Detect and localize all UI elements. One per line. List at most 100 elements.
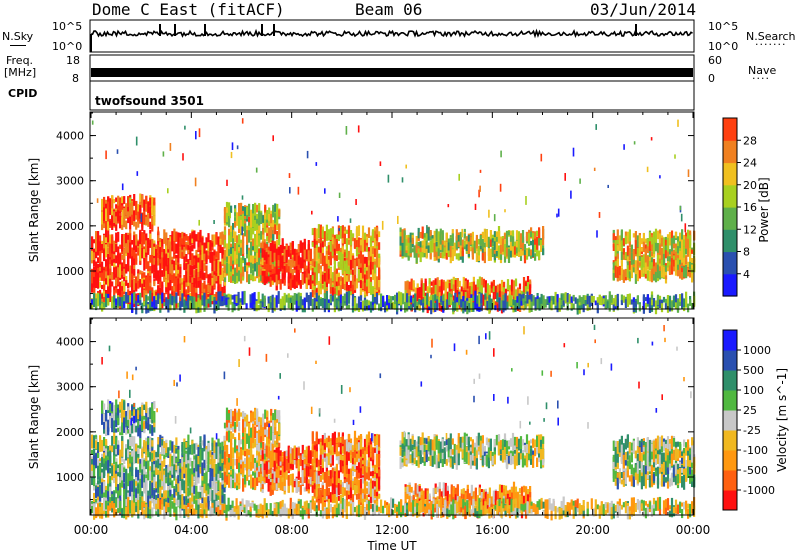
data-cell [452, 276, 455, 289]
data-cell [127, 439, 130, 450]
cpid-panel-frame [89, 80, 695, 111]
data-cell [109, 455, 112, 467]
data-cell [679, 205, 682, 211]
data-cell [261, 293, 264, 302]
data-cell [536, 236, 539, 250]
data-cell [438, 297, 441, 303]
data-cell [119, 449, 122, 458]
data-cell [275, 295, 278, 308]
data-cell [281, 296, 284, 302]
data-cell [228, 262, 231, 274]
data-cell [289, 305, 292, 310]
data-cell [91, 268, 94, 283]
data-cell [191, 284, 194, 298]
data-cell [496, 284, 499, 295]
data-cell [199, 280, 202, 289]
data-cell [626, 269, 629, 278]
data-cell [281, 268, 284, 276]
data-cell [228, 234, 231, 248]
data-cell [161, 439, 164, 446]
data-cell [261, 272, 264, 283]
data-cell [327, 245, 330, 256]
data-cell [246, 265, 249, 272]
data-cell [129, 247, 132, 259]
data-cell [650, 294, 654, 300]
data-cell [424, 295, 427, 308]
data-cell [131, 284, 134, 289]
data-cell [278, 239, 281, 246]
data-cell [129, 216, 132, 230]
data-cell [606, 301, 609, 309]
data-cell [159, 247, 162, 260]
data-cell [511, 245, 515, 258]
data-cell [470, 286, 473, 301]
data-cell [248, 250, 251, 263]
data-cell [113, 290, 116, 300]
data-cell [140, 213, 143, 222]
data-cell [689, 259, 692, 270]
data-cell [155, 251, 158, 265]
data-cell [622, 254, 625, 259]
data-cell [232, 229, 235, 239]
data-cell [169, 276, 172, 291]
data-cell [608, 301, 611, 312]
data-cell [107, 248, 110, 254]
data-cell [261, 300, 264, 308]
data-cell [217, 246, 220, 260]
data-cell [125, 243, 128, 254]
data-cell [169, 453, 172, 467]
data-cell [626, 256, 629, 268]
data-cell [402, 293, 405, 305]
data-cell [173, 228, 176, 242]
data-cell [315, 288, 318, 293]
data-cell [169, 303, 172, 311]
data-cell [338, 192, 341, 198]
data-cell [465, 236, 468, 243]
data-cell [109, 475, 112, 484]
data-cell [403, 243, 406, 257]
data-cell [311, 281, 314, 290]
data-cell [564, 292, 567, 304]
data-cell [179, 278, 182, 291]
data-cell [182, 153, 184, 161]
data-cell [297, 186, 300, 195]
data-cell [500, 279, 504, 288]
data-cell [201, 282, 204, 297]
data-cell [361, 281, 365, 290]
data-cell [691, 303, 694, 310]
data-cell [480, 285, 483, 296]
data-cell [650, 303, 654, 312]
data-cell [155, 451, 158, 464]
data-cell [337, 277, 340, 286]
data-cell [153, 263, 156, 273]
data-cell [163, 229, 166, 243]
data-cell [181, 240, 184, 250]
data-cell [246, 206, 249, 215]
data-cell [484, 299, 487, 306]
data-cell [478, 189, 480, 198]
data-cell [219, 262, 222, 277]
data-cell [281, 273, 284, 284]
data-cell [205, 256, 208, 262]
data-cell [223, 239, 227, 248]
data-cell [349, 280, 353, 289]
cpid-value: twofsound 3501 [95, 94, 204, 108]
data-cell [521, 230, 525, 243]
data-cell [143, 440, 146, 453]
data-cell [103, 458, 106, 464]
data-cell [273, 246, 276, 256]
data-cell [607, 184, 609, 188]
data-cell [109, 486, 112, 497]
data-cell [127, 450, 130, 457]
data-cell [626, 265, 629, 272]
data-cell [113, 302, 116, 308]
data-cell [173, 284, 176, 299]
data-cell [339, 252, 342, 266]
data-cell [161, 238, 164, 248]
data-cell [311, 242, 314, 247]
data-cell [291, 241, 294, 255]
data-cell [459, 231, 462, 246]
data-cell [228, 245, 231, 257]
data-cell [173, 253, 176, 259]
data-cell [460, 291, 463, 303]
